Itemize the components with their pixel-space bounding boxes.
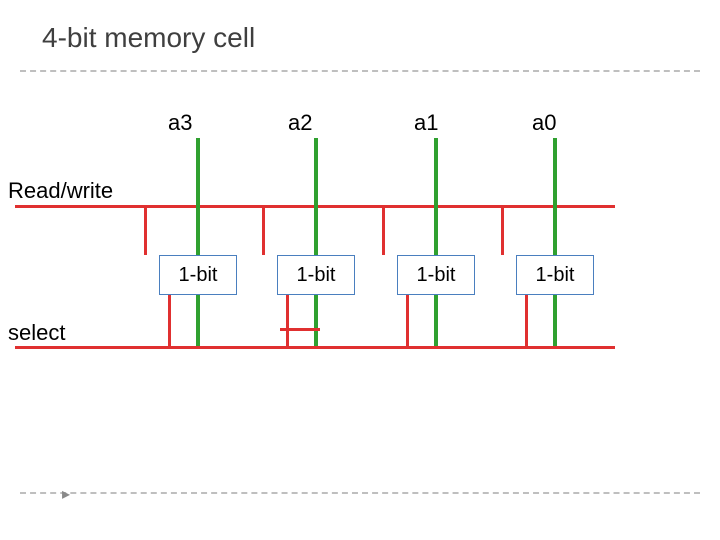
input-label: a0: [532, 110, 556, 136]
input-line: [196, 138, 200, 255]
input-line: [434, 138, 438, 255]
select-branch: [168, 295, 171, 349]
rw-branch: [144, 205, 147, 255]
page-title: 4-bit memory cell: [42, 22, 255, 54]
input-line: [553, 138, 557, 255]
divider-top: [20, 70, 700, 72]
select-label: select: [8, 320, 65, 346]
select-branch: [286, 295, 289, 349]
select-extra-stub: [280, 328, 320, 331]
memory-cell: 1-bit: [159, 255, 237, 295]
output-line: [196, 295, 200, 346]
select-branch: [525, 295, 528, 349]
bullet-marker: ▸: [62, 484, 70, 504]
output-line: [434, 295, 438, 346]
divider-bottom: [20, 492, 700, 494]
read-write-label: Read/write: [8, 178, 113, 204]
input-label: a3: [168, 110, 192, 136]
input-label: a1: [414, 110, 438, 136]
memory-cell: 1-bit: [516, 255, 594, 295]
rw-branch: [262, 205, 265, 255]
input-line: [314, 138, 318, 255]
rw-branch: [501, 205, 504, 255]
output-line: [553, 295, 557, 346]
select-branch: [406, 295, 409, 349]
memory-cell: 1-bit: [397, 255, 475, 295]
input-label: a2: [288, 110, 312, 136]
output-line: [314, 295, 318, 346]
rw-branch: [382, 205, 385, 255]
memory-cell: 1-bit: [277, 255, 355, 295]
